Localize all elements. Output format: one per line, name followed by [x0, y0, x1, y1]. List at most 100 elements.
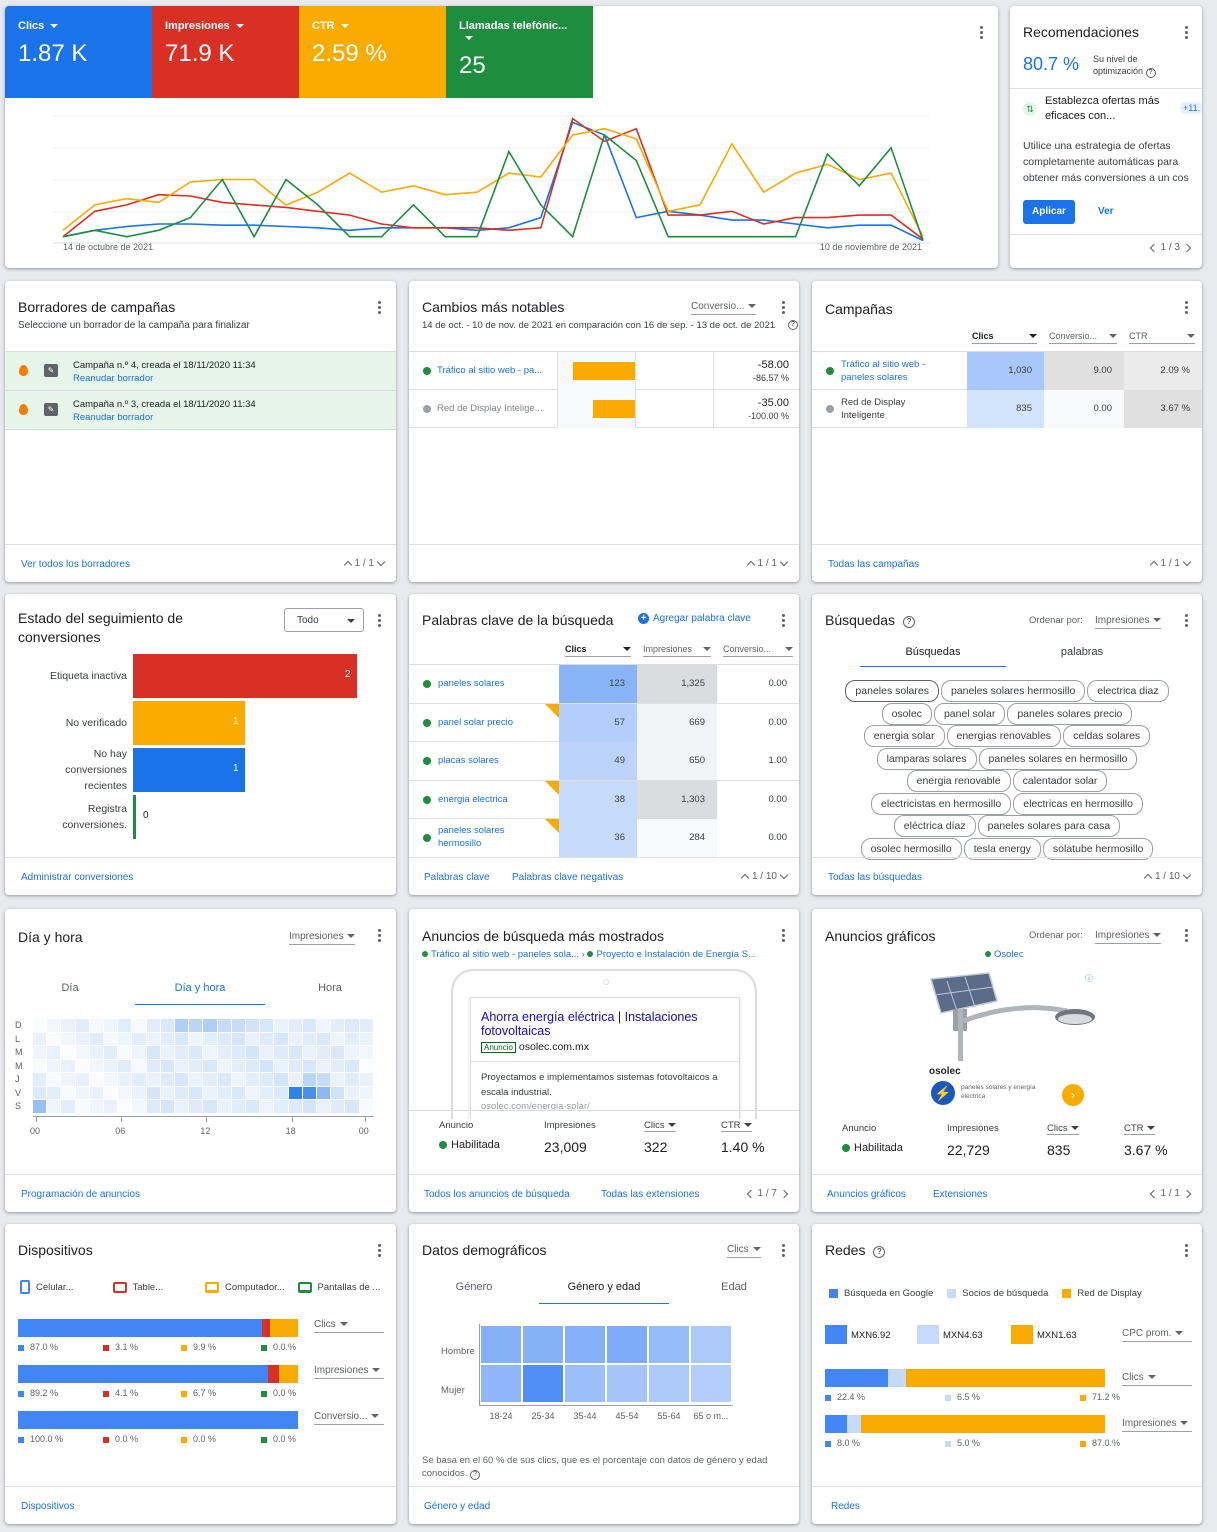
heat-cell[interactable] — [189, 1046, 203, 1059]
device-legend-item[interactable]: Pantallas de ... — [297, 1280, 391, 1294]
demo-cell[interactable] — [649, 1365, 689, 1402]
heat-cell[interactable] — [288, 1019, 302, 1032]
heat-cell[interactable] — [246, 1032, 260, 1045]
recs-more-icon[interactable] — [1178, 24, 1194, 40]
search-term-chip[interactable]: electrica diaz — [1087, 680, 1169, 703]
heat-cell[interactable] — [189, 1019, 203, 1032]
demo-cell[interactable] — [481, 1365, 521, 1402]
demo-cell[interactable] — [691, 1365, 731, 1402]
search-term-chip[interactable]: tesla energy — [963, 837, 1041, 860]
heat-cell[interactable] — [75, 1086, 89, 1099]
search-term-chip[interactable]: paneles solares en hermosillo — [978, 747, 1138, 770]
stat-header[interactable]: Impresiones — [544, 1120, 596, 1131]
add-keyword-button[interactable]: + Agregar palabra clave — [638, 613, 751, 624]
up-icon[interactable] — [740, 873, 750, 883]
campaign-row[interactable]: Red de Display Inteligente 835 0.00 3.67 % — [812, 390, 1202, 428]
search-ads-more-icon[interactable] — [775, 927, 791, 943]
tab-day[interactable]: Día — [61, 982, 79, 994]
heat-cell[interactable] — [203, 1073, 217, 1086]
demo-cell[interactable] — [565, 1365, 605, 1402]
heat-cell[interactable] — [132, 1086, 146, 1099]
heat-cell[interactable] — [331, 1086, 345, 1099]
stat-header[interactable]: CTR — [721, 1120, 752, 1132]
heat-cell[interactable] — [160, 1019, 174, 1032]
heat-cell[interactable] — [246, 1019, 260, 1032]
demographics-metric-select[interactable]: Clics — [727, 1244, 761, 1258]
stat-header[interactable]: Clics — [644, 1120, 676, 1132]
campaign-name[interactable]: Red de Display Inteligente — [841, 397, 906, 421]
heat-cell[interactable] — [231, 1032, 245, 1045]
heat-cell[interactable] — [160, 1100, 174, 1113]
heat-cell[interactable] — [345, 1073, 359, 1086]
heat-cell[interactable] — [331, 1046, 345, 1059]
column-header-1[interactable]: Impresiones — [643, 644, 711, 657]
demo-cell[interactable] — [565, 1326, 605, 1363]
heat-cell[interactable] — [75, 1046, 89, 1059]
extensions-link[interactable]: Extensiones — [933, 1189, 988, 1200]
ad-schedule-link[interactable]: Programación de anuncios — [21, 1189, 140, 1200]
heat-cell[interactable] — [47, 1073, 60, 1086]
campaigns-more-icon[interactable] — [1178, 299, 1194, 315]
heat-cell[interactable] — [89, 1059, 103, 1072]
heat-cell[interactable] — [359, 1019, 373, 1032]
heat-cell[interactable] — [331, 1073, 345, 1086]
search-term-chip[interactable]: calentador solar — [1012, 770, 1108, 793]
search-term-chip[interactable]: paneles solares — [845, 680, 939, 703]
demo-cell[interactable] — [691, 1326, 731, 1363]
rec-item-title[interactable]: Establezca ofertas más eficaces con... — [1045, 95, 1160, 122]
heat-cell[interactable] — [118, 1073, 132, 1086]
negative-keywords-link[interactable]: Palabras clave negativas — [512, 872, 624, 883]
heat-cell[interactable] — [75, 1019, 89, 1032]
heat-cell[interactable] — [104, 1073, 118, 1086]
heat-cell[interactable] — [231, 1073, 245, 1086]
heat-cell[interactable] — [231, 1059, 245, 1072]
search-term-chip[interactable]: paneles solares hermosillo — [940, 680, 1086, 703]
heat-cell[interactable] — [203, 1059, 217, 1072]
heat-cell[interactable] — [146, 1046, 160, 1059]
heat-cell[interactable] — [317, 1073, 331, 1086]
dayhour-more-icon[interactable] — [371, 927, 387, 943]
search-term-chip[interactable]: energia renovable — [906, 770, 1011, 793]
all-search-ads-link[interactable]: Todos los anuncios de búsqueda — [424, 1189, 570, 1200]
heat-cell[interactable] — [302, 1100, 316, 1113]
next-icon[interactable] — [1182, 1189, 1192, 1198]
network-legend-item[interactable]: Socios de búsqueda — [947, 1288, 1048, 1299]
ad-headline[interactable]: Ahorra energía eléctrica | Instalaciones… — [481, 1010, 698, 1038]
cpc-metric-select[interactable]: CPC prom. — [1122, 1328, 1192, 1342]
heat-cell[interactable] — [175, 1086, 189, 1099]
heat-cell[interactable] — [302, 1032, 316, 1045]
heat-cell[interactable] — [317, 1032, 331, 1045]
heat-cell[interactable] — [132, 1019, 145, 1032]
heat-cell[interactable] — [104, 1046, 118, 1059]
heat-cell[interactable] — [132, 1100, 146, 1113]
ad-preview[interactable]: Ahorra energía eléctrica | Instalaciones… — [470, 997, 740, 1119]
heat-cell[interactable] — [132, 1032, 146, 1045]
heat-cell[interactable] — [317, 1086, 331, 1099]
heat-cell[interactable] — [260, 1019, 274, 1032]
heat-cell[interactable] — [160, 1032, 174, 1045]
heat-cell[interactable] — [288, 1032, 302, 1045]
keyword-row[interactable]: energia electrica 38 1,303 0.00 — [409, 780, 799, 819]
heat-cell[interactable] — [203, 1032, 217, 1045]
heat-cell[interactable] — [274, 1100, 288, 1113]
heat-cell[interactable] — [345, 1046, 359, 1059]
dayhour-metric-select[interactable]: Impresiones — [289, 931, 356, 945]
stat-header[interactable]: Clics — [1047, 1123, 1079, 1135]
keywords-more-icon[interactable] — [775, 612, 791, 628]
heat-cell[interactable] — [61, 1100, 75, 1113]
drafts-more-icon[interactable] — [371, 299, 387, 315]
heat-cell[interactable] — [359, 1046, 373, 1059]
resume-draft-link[interactable]: Reanudar borrador — [73, 412, 154, 423]
heat-cell[interactable] — [302, 1046, 316, 1059]
help-icon[interactable]: ? — [470, 1470, 481, 1480]
heat-cell[interactable] — [274, 1032, 288, 1045]
column-header-1[interactable]: Conversio... — [1049, 331, 1117, 344]
network-legend-item[interactable]: Red de Display — [1062, 1288, 1142, 1299]
campaign-name[interactable]: Tráfico al sitio web - paneles solares — [841, 359, 926, 383]
heat-cell[interactable] — [331, 1032, 345, 1045]
keyword-row[interactable]: paneles solares 123 1,325 0.00 — [409, 665, 799, 704]
device-legend-item[interactable]: Table... — [112, 1280, 206, 1294]
all-drafts-link[interactable]: Ver todos los borradores — [21, 559, 130, 570]
help-icon[interactable]: ? — [1145, 68, 1156, 78]
heat-cell[interactable] — [360, 1100, 373, 1113]
